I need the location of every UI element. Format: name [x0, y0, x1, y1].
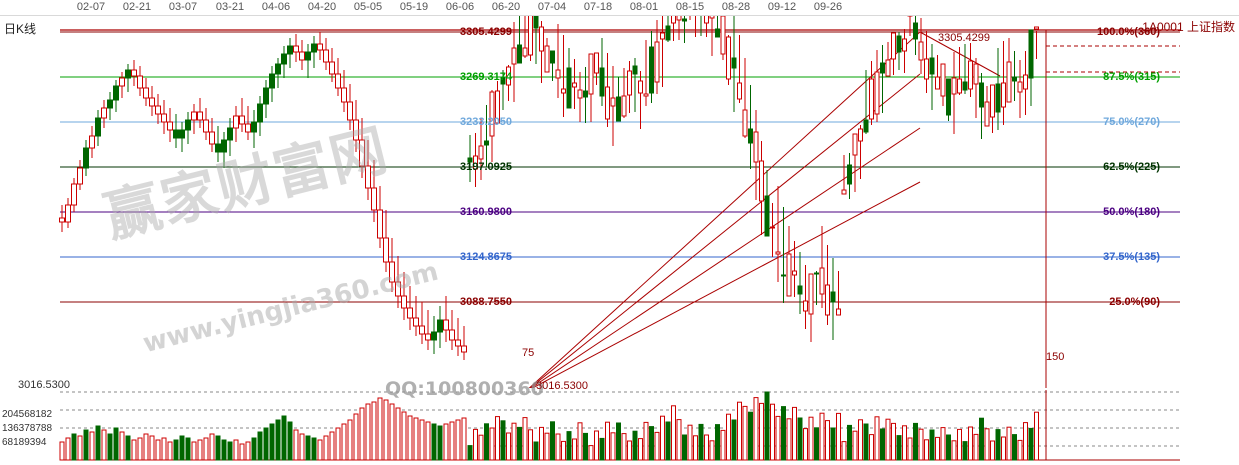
volume-bars: [59, 390, 1180, 461]
fib-level-label: 37.5%(135): [1103, 251, 1160, 263]
volume-scale-label: 68189394: [2, 437, 47, 448]
price-level-label: 3160.9800: [460, 206, 512, 218]
kline-type-label: 日K线: [4, 22, 37, 36]
price-level-label: 3269.3174: [460, 71, 512, 83]
date-tick: 07-18: [583, 1, 613, 13]
price-level-label: 3233.2050: [460, 116, 512, 128]
date-axis: 02-07 02-21 03-07 03-21 04-06 04-20 05-05 05-19…: [0, 0, 1239, 16]
price-level-label: 3088.7550: [460, 296, 512, 308]
axis-divider: [0, 15, 1239, 16]
date-tick: 02-21: [122, 1, 152, 13]
fib-level-label: 62.5%(225): [1103, 161, 1160, 173]
date-tick: 06-06: [445, 1, 475, 13]
date-tick: 03-07: [168, 1, 198, 13]
price-level-label: 3197.0925: [460, 161, 512, 173]
date-tick: 08-15: [675, 1, 705, 13]
date-tick: 04-20: [307, 1, 337, 13]
chart-annotation: 75: [522, 347, 535, 359]
price-level-label: 3305.4299: [460, 26, 512, 38]
date-tick: 08-28: [721, 1, 751, 13]
date-tick: 09-26: [813, 1, 843, 13]
volume-scale-label: 204568182: [2, 409, 53, 420]
chart-annotation: 150: [1046, 351, 1065, 363]
fib-level-label: 25.0%(90): [1109, 296, 1160, 308]
volume-scale-label: 136378788: [2, 423, 53, 434]
date-tick: 05-19: [399, 1, 429, 13]
price-level-label: 3016.5300: [18, 379, 70, 391]
date-tick: 09-12: [767, 1, 797, 13]
fib-level-label: 50.0%(180): [1103, 206, 1160, 218]
fib-level-label: 100.0%(360): [1097, 26, 1160, 38]
chart-annotation: 3305.4299: [938, 32, 990, 44]
date-tick: 05-05: [353, 1, 383, 13]
volume-pane[interactable]: [0, 390, 1239, 465]
date-tick: 07-04: [537, 1, 567, 13]
watermark-qq: QQ:100800360: [385, 378, 544, 400]
date-tick: 04-06: [261, 1, 291, 13]
fib-level-label: 75.0%(270): [1103, 116, 1160, 128]
price-pane[interactable]: [0, 16, 1239, 388]
price-candles: [59, 16, 1180, 388]
date-tick: 02-07: [76, 1, 106, 13]
date-tick: 08-01: [629, 1, 659, 13]
fib-level-label: 87.5%(315): [1103, 71, 1160, 83]
price-level-label: 3124.8675: [460, 251, 512, 263]
chart-annotation: 3016.5300: [536, 380, 588, 392]
date-tick: 03-21: [215, 1, 245, 13]
date-tick: 06-20: [491, 1, 521, 13]
